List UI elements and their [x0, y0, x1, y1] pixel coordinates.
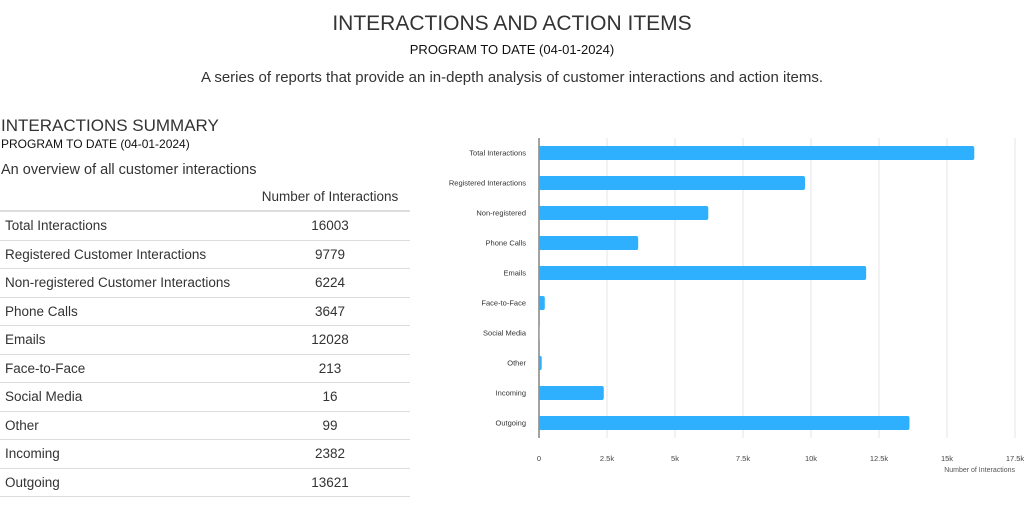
row-label: Phone Calls: [0, 297, 250, 326]
label-column-header: [0, 182, 250, 212]
row-value: 3647: [250, 297, 410, 326]
row-label: Outgoing: [0, 468, 250, 497]
row-value: 16003: [250, 211, 410, 241]
row-label: Other: [0, 411, 250, 440]
row-value: 213: [250, 354, 410, 383]
y-category-label: Social Media: [483, 329, 527, 338]
row-label: Face-to-Face: [0, 354, 250, 383]
row-value: 16: [250, 382, 410, 412]
table-row: Registered Customer Interactions 9779: [0, 240, 410, 269]
y-category-label: Emails: [503, 269, 526, 278]
x-tick-label: 2.5k: [600, 454, 614, 463]
summary-title: INTERACTIONS SUMMARY: [1, 116, 219, 135]
bar: [539, 206, 709, 220]
y-category-label: Face-to-Face: [481, 299, 526, 308]
table-row: Non-registered Customer Interactions 6224: [0, 268, 410, 298]
bar: [539, 176, 805, 190]
bar: [539, 236, 639, 250]
row-label: Total Interactions: [0, 211, 250, 241]
x-tick-label: 12.5k: [870, 454, 889, 463]
row-value: 99: [250, 411, 410, 440]
bar: [539, 416, 910, 430]
table-row: Social Media 16: [0, 382, 410, 412]
y-category-label: Registered Interactions: [449, 179, 526, 188]
summary-table: Number of Interactions Total Interaction…: [0, 182, 410, 497]
page-title: INTERACTIONS AND ACTION ITEMS: [332, 12, 692, 35]
y-category-label: Outgoing: [496, 419, 526, 428]
row-value: 6224: [250, 268, 410, 298]
interactions-bar-chart: 0 2.5k 5k 7.5k 10k 12.5k 15k 17.5k Total Interac…: [449, 138, 1024, 474]
row-value: 12028: [250, 325, 410, 355]
x-axis-label: Number of Interactions: [944, 467, 1015, 474]
x-tick-label: 17.5k: [1006, 454, 1024, 463]
bar: [539, 386, 604, 400]
page-description: A series of reports that provide an in-d…: [201, 69, 823, 86]
row-value: 2382: [250, 439, 410, 469]
value-column-header: Number of Interactions: [250, 182, 410, 212]
row-label: Registered Customer Interactions: [0, 240, 250, 269]
y-category-label: Incoming: [496, 389, 526, 398]
bar: [539, 146, 975, 160]
table-row: Incoming 2382: [0, 439, 410, 469]
x-tick-label: 7.5k: [736, 454, 750, 463]
row-value: 9779: [250, 240, 410, 269]
table-row: Phone Calls 3647: [0, 297, 410, 326]
y-category-label: Other: [507, 359, 526, 368]
row-label: Emails: [0, 325, 250, 355]
table-row: Emails 12028: [0, 325, 410, 355]
bar: [539, 266, 867, 280]
row-value: 13621: [250, 468, 410, 497]
y-category-label: Non-registered: [476, 209, 526, 218]
table-row: Total Interactions 16003: [0, 211, 410, 241]
x-tick-label: 15k: [941, 454, 953, 463]
table-row: Outgoing 13621: [0, 468, 410, 497]
bar: [539, 296, 545, 310]
row-label: Non-registered Customer Interactions: [0, 268, 250, 298]
x-tick-label: 0: [537, 454, 541, 463]
x-tick-label: 10k: [805, 454, 817, 463]
bar: [539, 356, 542, 370]
x-tick-label: 5k: [671, 454, 679, 463]
summary-subtitle: PROGRAM TO DATE (04-01-2024): [1, 137, 190, 151]
summary-description: An overview of all customer interactions: [1, 162, 257, 178]
row-label: Social Media: [0, 382, 250, 412]
y-category-label: Phone Calls: [486, 239, 527, 248]
row-label: Incoming: [0, 439, 250, 469]
table-row: Face-to-Face 213: [0, 354, 410, 383]
y-category-label: Total Interactions: [469, 149, 526, 158]
page-subtitle: PROGRAM TO DATE (04-01-2024): [409, 42, 615, 57]
table-row: Other 99: [0, 411, 410, 440]
